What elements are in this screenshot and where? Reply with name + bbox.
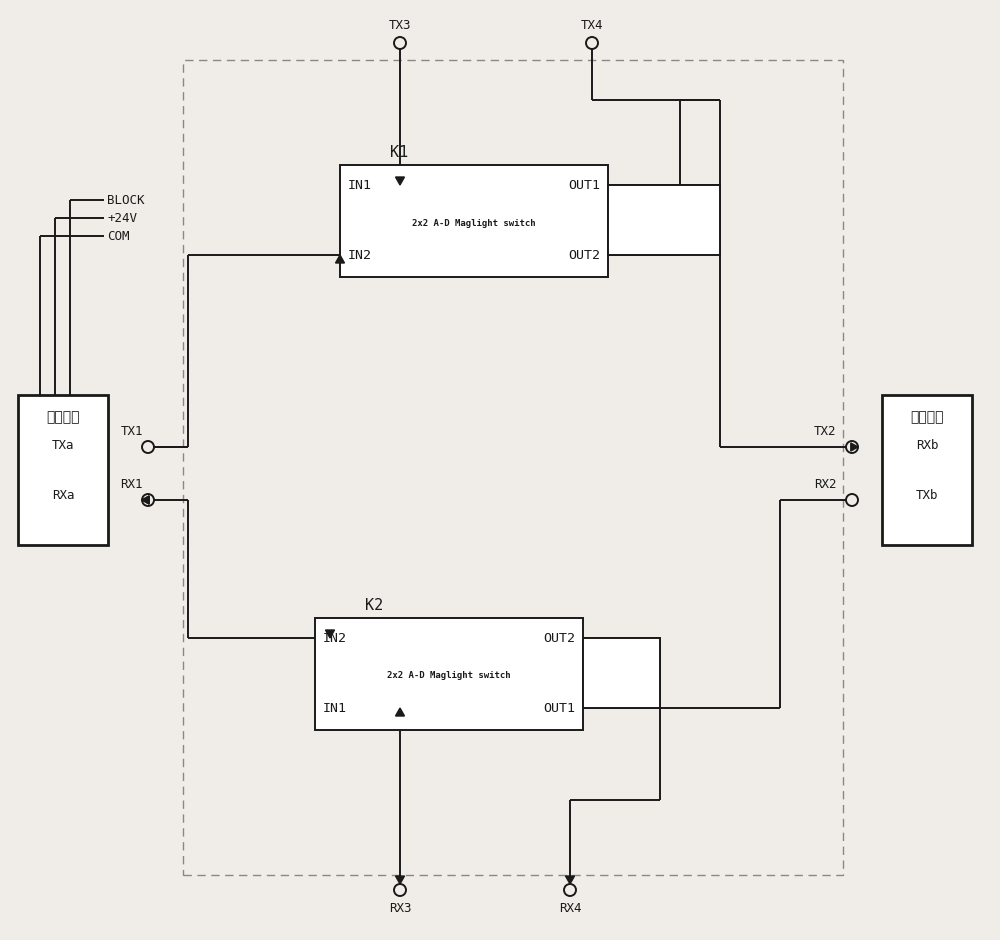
Text: RXb: RXb: [916, 438, 938, 451]
Text: TX4: TX4: [581, 19, 603, 32]
Text: 本侧保护: 本侧保护: [46, 410, 80, 424]
Text: TXb: TXb: [916, 489, 938, 502]
Text: OUT1: OUT1: [568, 179, 600, 192]
Text: K2: K2: [365, 598, 383, 613]
Polygon shape: [396, 876, 405, 884]
Text: 2x2 A-D Maglight switch: 2x2 A-D Maglight switch: [387, 671, 511, 681]
Polygon shape: [396, 708, 405, 716]
Polygon shape: [336, 255, 345, 263]
Text: OUT2: OUT2: [568, 248, 600, 261]
Polygon shape: [851, 443, 858, 451]
Text: +24V: +24V: [107, 212, 137, 225]
Text: RX1: RX1: [121, 478, 143, 491]
Bar: [315, 618, 583, 730]
Text: BLOCK: BLOCK: [107, 194, 145, 207]
Text: IN1: IN1: [323, 701, 347, 714]
Polygon shape: [326, 630, 335, 638]
Text: COM: COM: [107, 229, 130, 243]
Text: 对侧保护: 对侧保护: [910, 410, 944, 424]
Text: TXa: TXa: [52, 438, 74, 451]
Bar: [340, 165, 608, 277]
Bar: [608, 185, 720, 255]
Polygon shape: [142, 496, 149, 504]
Bar: [183, 60, 843, 875]
Text: TX3: TX3: [389, 19, 411, 32]
Bar: [882, 395, 972, 545]
Text: RXa: RXa: [52, 489, 74, 502]
Bar: [18, 395, 108, 545]
Text: RX4: RX4: [559, 901, 581, 915]
Text: OUT1: OUT1: [543, 701, 575, 714]
Text: TX1: TX1: [121, 425, 143, 437]
Text: K1: K1: [390, 145, 408, 160]
Polygon shape: [142, 496, 149, 504]
Polygon shape: [566, 876, 574, 884]
Text: 2x2 A-D Maglight switch: 2x2 A-D Maglight switch: [412, 218, 536, 227]
Text: IN2: IN2: [348, 248, 372, 261]
Text: TX2: TX2: [814, 425, 836, 437]
Text: RX2: RX2: [814, 478, 836, 491]
Polygon shape: [396, 177, 405, 185]
Text: IN2: IN2: [323, 632, 347, 645]
Text: OUT2: OUT2: [543, 632, 575, 645]
Text: IN1: IN1: [348, 179, 372, 192]
Text: RX3: RX3: [389, 901, 411, 915]
Bar: [583, 638, 660, 708]
